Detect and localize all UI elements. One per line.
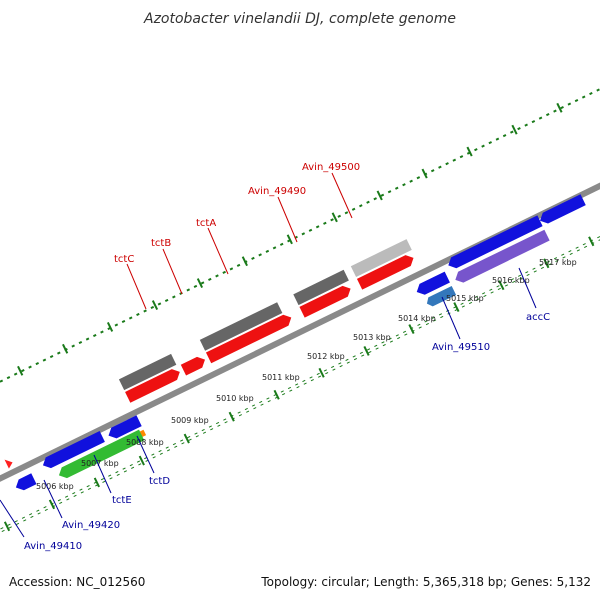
gene-edge[interactable] — [537, 194, 586, 226]
gene-tctE[interactable] — [56, 429, 145, 481]
forward-gene-labels: tctC tctB tctA Avin_49490 Avin_49500 — [114, 162, 360, 310]
major-tick — [511, 124, 518, 135]
major-tick — [3, 521, 11, 532]
major-tick — [556, 102, 563, 113]
major-tick — [498, 280, 505, 291]
kbp-label: 5011 kbp — [262, 373, 300, 382]
kbp-label: 5012 kbp — [307, 352, 345, 361]
major-tick — [376, 190, 383, 201]
major-tick — [241, 256, 248, 267]
kbp-label: 5008 kbp — [126, 438, 164, 447]
gene-tctA-gray[interactable] — [199, 302, 283, 351]
kbp-label: 5015 kbp — [446, 294, 484, 303]
major-tick — [17, 365, 24, 376]
kbp-label: 5006 kbp — [36, 482, 74, 491]
major-tick — [62, 343, 69, 354]
gene-label-tctD[interactable]: tctD — [149, 476, 170, 487]
accession-text: Accession: NC_012560 — [9, 575, 145, 589]
gene-Avin_49510-b[interactable] — [425, 286, 457, 308]
major-tick — [466, 146, 473, 157]
gene-Avin_49490[interactable] — [299, 283, 353, 318]
gene-tctC-gray[interactable] — [118, 353, 177, 391]
gene-tctB[interactable] — [180, 354, 208, 376]
gene-label-tctB[interactable]: tctB — [151, 238, 171, 249]
major-tick — [151, 300, 159, 310]
gene-tctA[interactable] — [205, 312, 294, 364]
kbp-label: 5013 kbp — [353, 333, 391, 342]
major-tick — [106, 322, 114, 332]
gene-label-tctE[interactable]: tctE — [112, 495, 132, 506]
gene-Avin_49510[interactable] — [414, 271, 450, 298]
kbp-label: 5014 kbp — [398, 314, 436, 323]
lower-tick-row — [0, 190, 600, 562]
map-title: Azotobacter vinelandii DJ, complete geno… — [143, 11, 456, 27]
reverse-gene-labels: Avin_49410 Avin_49420 tctE tctD Avin_495… — [0, 267, 550, 552]
major-tick — [318, 367, 325, 378]
gene-Avin_49500[interactable] — [356, 253, 416, 290]
kbp-label: 5009 kbp — [171, 416, 209, 425]
major-tick — [93, 477, 100, 488]
gene-label-Avin_49420[interactable]: Avin_49420 — [62, 520, 120, 531]
kbp-label: 5010 kbp — [216, 394, 254, 403]
major-tick — [138, 455, 145, 466]
gene-tctE-blue[interactable] — [106, 415, 142, 441]
major-tick — [588, 236, 595, 247]
upper-tick-row — [0, 69, 600, 442]
kbp-label: 5016 kbp — [492, 276, 530, 285]
kbp-label: 5017 kbp — [539, 258, 577, 267]
kbp-label: 5007 kbp — [81, 459, 119, 468]
gene-tctC[interactable] — [125, 367, 182, 403]
gene-label-tctA[interactable]: tctA — [196, 218, 216, 229]
forward-genes — [4, 239, 416, 469]
gene-label-Avin_49410[interactable]: Avin_49410 — [24, 541, 82, 552]
gene-label-accC[interactable]: accC — [526, 312, 550, 323]
gene-label-Avin_49490[interactable]: Avin_49490 — [248, 186, 306, 197]
scale-labels: 5006 kbp 5007 kbp 5008 kbp 5009 kbp 5010… — [36, 258, 577, 491]
gene-label-Avin_49500[interactable]: Avin_49500 — [302, 162, 360, 173]
major-tick — [453, 302, 460, 313]
gene-label-Avin_49510[interactable]: Avin_49510 — [432, 342, 490, 353]
gene-Avin_49490-gray[interactable] — [293, 269, 349, 306]
major-tick — [228, 411, 235, 422]
topology-text: Topology: circular; Length: 5,365,318 bp… — [260, 575, 591, 589]
gene-Avin_49410[interactable] — [13, 473, 37, 493]
major-tick — [408, 324, 415, 334]
major-tick — [48, 499, 56, 510]
major-tick — [196, 278, 204, 289]
gene-label-tctC[interactable]: tctC — [114, 254, 134, 265]
major-tick — [421, 168, 428, 179]
gene-accC[interactable] — [453, 229, 550, 285]
major-tick — [183, 433, 190, 444]
major-tick — [331, 212, 338, 223]
gene-Avin_49420[interactable] — [40, 431, 105, 471]
gene-arrow[interactable] — [4, 457, 15, 469]
major-tick — [286, 234, 293, 245]
gene-Avin_49500-gray[interactable] — [350, 239, 412, 278]
gene-accC-blue[interactable] — [446, 215, 543, 270]
reverse-genes — [13, 194, 586, 493]
major-tick — [543, 258, 550, 269]
major-tick — [363, 346, 370, 356]
major-tick — [273, 389, 280, 400]
genome-track — [0, 69, 600, 562]
